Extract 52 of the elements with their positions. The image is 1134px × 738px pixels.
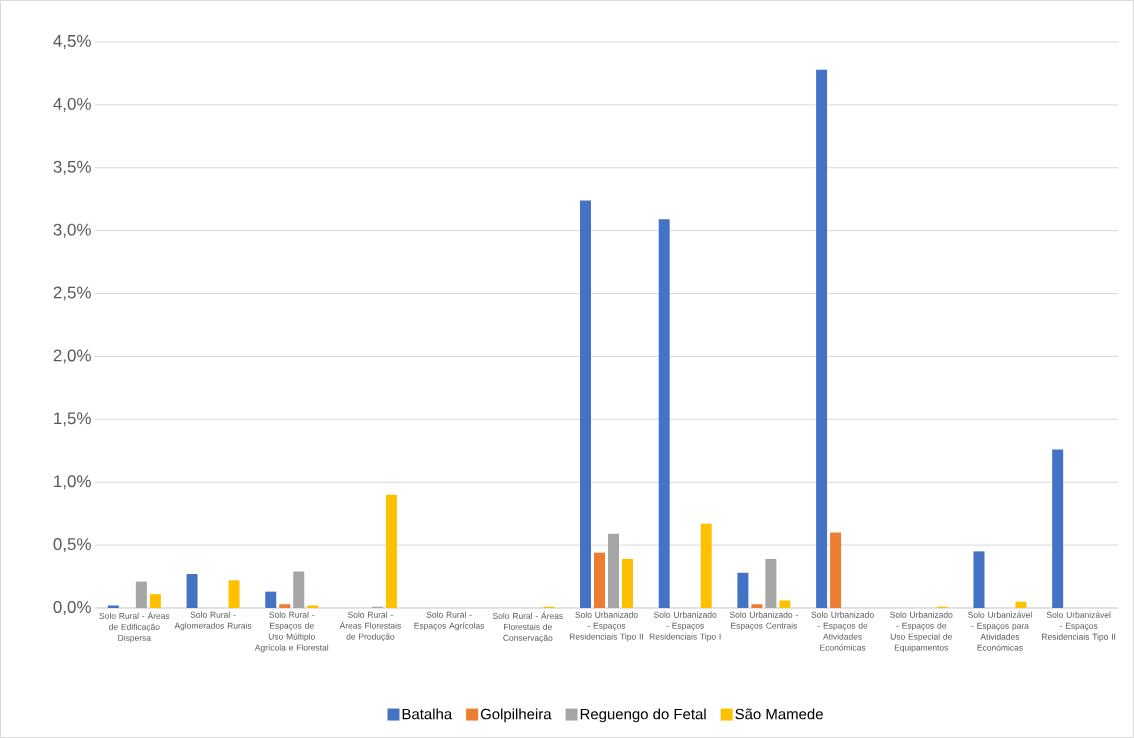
x-tick-label: Solo Rural - Áreas Florestais de Conservação: [492, 611, 563, 643]
legend-label: São Mamede: [735, 708, 823, 720]
y-tick-label: 0,0%: [53, 600, 91, 615]
x-tick-label: Solo Urbanizável - Espaços Residenciais Tipo II: [1042, 611, 1116, 642]
bar: [135, 581, 147, 608]
bar: [385, 494, 397, 608]
bar: [228, 580, 240, 608]
y-tick-label: 4,0%: [53, 97, 91, 112]
bar: [580, 200, 592, 608]
bar: [751, 604, 763, 608]
bar: [279, 604, 291, 608]
legend-label: Reguengo do Fetal: [580, 708, 706, 723]
x-tick-label: Solo Urbanizado - Espaços Residenciais Tipo II: [569, 611, 643, 642]
y-tick-label: 3,0%: [53, 223, 91, 238]
bar: [107, 605, 119, 608]
bar: [1052, 449, 1064, 608]
x-tick-label: Solo Urbanizado - Espaços de Atividades Económicas: [811, 611, 874, 651]
x-tick-label: Solo Rural - Áreas Florestais de Produção: [339, 611, 401, 642]
x-tick-label: Solo Urbanizado - Espaços Centrais: [729, 611, 798, 631]
bar: [658, 219, 670, 608]
bar: [265, 591, 277, 608]
legend-label: Golpilheira: [480, 708, 552, 723]
bar: [293, 571, 305, 608]
bar: [737, 572, 749, 608]
y-tick-label: 2,0%: [53, 349, 91, 364]
bar: [608, 533, 620, 608]
y-tick-label: 1,0%: [54, 475, 91, 490]
bar: [816, 69, 828, 608]
bar: [186, 574, 198, 608]
y-tick-label: 4,5%: [53, 35, 91, 49]
bar: [973, 551, 985, 608]
bar: [149, 594, 161, 608]
x-tick-label: Solo Urbanizado - Espaços de Uso Especial de Equipamentos: [890, 611, 953, 653]
y-tick-label: 2,5%: [53, 286, 91, 301]
x-tick-label: Solo Urbanizável - Espaços para Atividades Económicas: [968, 611, 1032, 651]
bar: [1015, 601, 1027, 608]
x-tick-label: Solo Rural - Espaços de Uso Múltiplo Agrícola e Florestal: [254, 611, 329, 653]
bar: [622, 558, 634, 608]
bar: [779, 600, 791, 608]
bar: [700, 523, 712, 608]
legend-label: Batalha: [402, 708, 453, 720]
y-tick-label: 0,5%: [53, 538, 91, 553]
y-tick-label: 1,5%: [54, 412, 91, 427]
x-tick-label: Solo Rural - Áreas de Edificação Dispersa: [99, 611, 170, 643]
x-tick-label: Solo Rural - Espaços Agrícolas: [414, 611, 485, 631]
bar: [307, 605, 319, 608]
x-tick-label: Solo Rural - Aglomerados Rurais: [174, 611, 252, 631]
bar: [830, 532, 842, 608]
x-tick-label: Solo Urbanizado - Espaços Residenciais Tipo I: [649, 611, 721, 642]
y-tick-label: 3,5%: [53, 160, 91, 175]
bar: [765, 558, 777, 608]
bar: [594, 552, 606, 608]
